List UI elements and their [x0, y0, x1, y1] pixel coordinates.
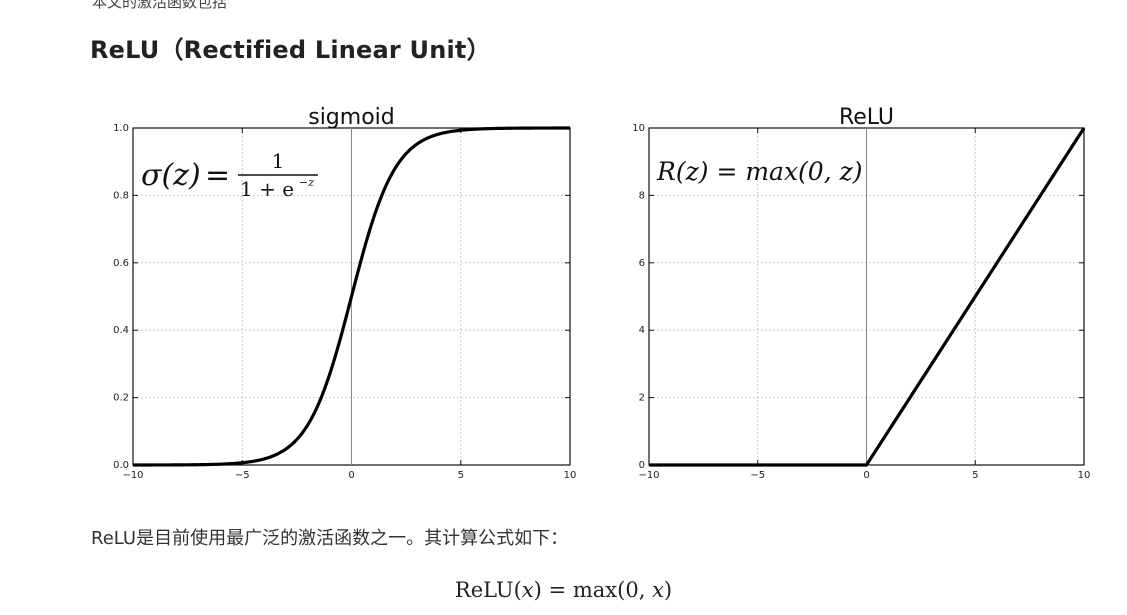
chart1-x-tick-label-1: −5 — [750, 470, 765, 481]
chart1-series-line — [649, 127, 1086, 467]
chart0-annotation-lhs: σ(z) — [141, 158, 201, 193]
chart1-y-tick-label-2: 4 — [639, 325, 645, 336]
chart0-y-tick-label-4: 0.8 — [113, 190, 129, 201]
intro-paragraph: ReLU是目前使用最广泛的激活函数之一。其计算公式如下： — [91, 528, 569, 549]
chart0-y-tick-label-0: 0.0 — [113, 460, 129, 471]
formula-rhs-var: x — [652, 578, 664, 602]
chart1-y-tick-label-3: 6 — [639, 258, 645, 269]
formula-lhs-func: ReLU — [454, 578, 514, 602]
chart0-x-tick-label-0: −10 — [122, 470, 143, 481]
chart0-annotation-numerator: 1 — [272, 149, 285, 173]
chart1-title: ReLU — [839, 105, 894, 130]
chart0-x-tick-label-4: 10 — [564, 470, 577, 481]
chart1-x-tick-label-3: 5 — [972, 470, 978, 481]
chart0-x-tick-label-3: 5 — [458, 470, 464, 481]
chart0-annotation-eq: = — [205, 158, 230, 193]
chart1-y-tick-label-0: 0 — [639, 460, 645, 471]
chart1-y-tick-label-4: 8 — [639, 190, 645, 201]
formula-rhs-func: max — [572, 578, 618, 602]
chart0-y-tick-label-1: 0.2 — [113, 393, 129, 404]
chart0-y-tick-label-2: 0.4 — [113, 325, 129, 336]
section-heading: ReLU（Rectified Linear Unit） — [90, 36, 491, 64]
chart1-y-tick-label-1: 2 — [639, 393, 645, 404]
chart0-x-tick-label-1: −5 — [235, 470, 250, 481]
chart1-y-tick-label-5: 10 — [632, 123, 645, 134]
formula-equals: = — [548, 578, 567, 602]
chart0-x-tick-label-2: 0 — [348, 470, 354, 481]
chart0-y-tick-label-3: 0.6 — [113, 258, 129, 269]
chart0-annotation-denominator: 1 + e — [240, 177, 294, 201]
chart1-annotation-text: R(z) = max(0, z) — [656, 157, 863, 186]
chart0-annotation-exponent: −z — [299, 176, 314, 189]
top-cut-text: 本文的激活函数包括 — [92, 0, 228, 11]
formula-lhs-var: x — [521, 578, 534, 602]
chart0-y-tick-label-5: 1.0 — [113, 123, 129, 134]
relu-formula: ReLU(x) = max(0, x) — [454, 578, 673, 602]
chart1-x-tick-label-2: 0 — [863, 470, 869, 481]
chart0-title: sigmoid — [308, 105, 395, 130]
chart0-series-line — [133, 126, 570, 467]
formula-rhs-arg0: 0 — [625, 578, 639, 602]
chart1-x-tick-label-4: 10 — [1078, 470, 1091, 481]
chart1-x-tick-label-0: −10 — [638, 470, 659, 481]
